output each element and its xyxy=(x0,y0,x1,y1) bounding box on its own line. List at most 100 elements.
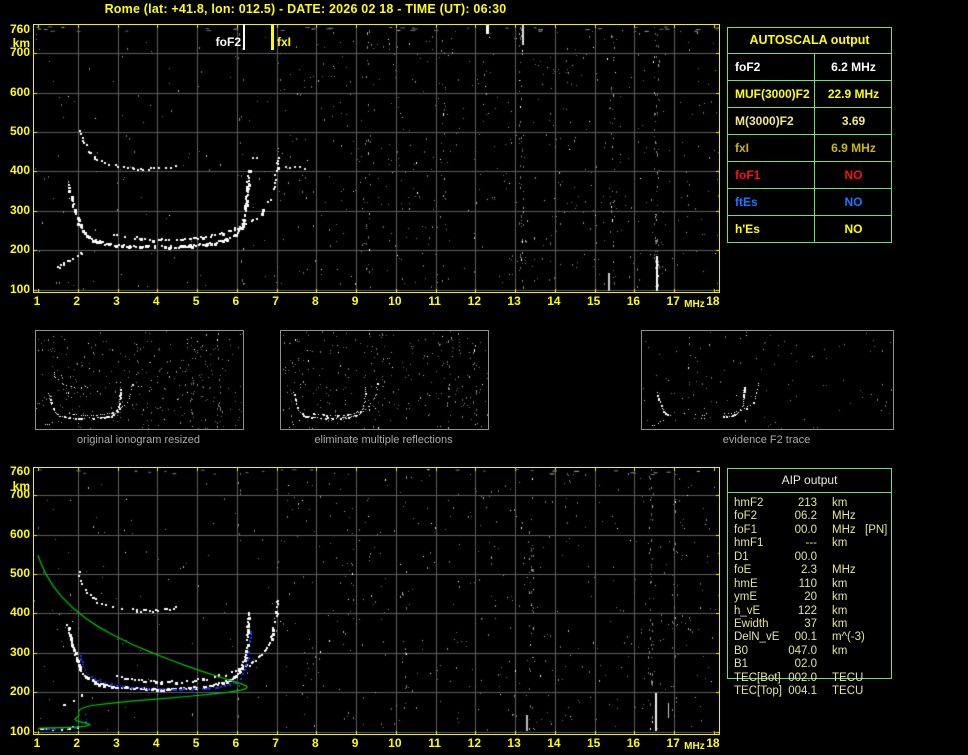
aip-row-unit: km xyxy=(832,577,848,590)
y-axis-tick-label: 700 xyxy=(9,45,30,60)
y-axis-tick-label: 300 xyxy=(9,644,30,659)
aip-row-value: 004.1 xyxy=(788,685,817,698)
aip-row-unit: MHz xyxy=(832,523,856,536)
thumbnail-evidence-f2 xyxy=(641,330,894,430)
aip-row-value: 2.3 xyxy=(801,564,817,577)
aip-table-row: DelN_vE 00.1 m^(-3) xyxy=(727,631,892,644)
autoscala-row-value: NO xyxy=(814,216,892,242)
x-axis-tick-label: 11 xyxy=(428,294,441,308)
aip-table-rows: hmF2 213 km foF2 06.2 MHz foF1 00.0 MHz [PN] hmF1 -… xyxy=(727,497,892,699)
x-axis-tick-label: 13 xyxy=(507,294,521,308)
aip-table-row: hmF2 213 km xyxy=(727,497,892,510)
autoscala-output-table: AUTOSCALA output foF2 6.2 MHz MUF(3000)F2 2… xyxy=(727,27,892,243)
x-axis-tick-label: 2 xyxy=(73,294,81,308)
aip-table-row: foF1 00.0 MHz [PN] xyxy=(727,524,892,537)
aip-table-row: B0 047.0 km xyxy=(727,645,892,658)
autoscala-row-label: h'Es xyxy=(735,222,760,236)
x-axis-tick-label: 9 xyxy=(351,736,359,750)
aip-row-extra: [PN] xyxy=(865,523,888,536)
y-axis-tick-label: 400 xyxy=(9,163,30,178)
y-axis-tick-label: 100 xyxy=(9,723,30,738)
x-axis-tick-label: 6 xyxy=(232,736,240,750)
aip-row-unit: km xyxy=(832,497,848,509)
x-axis-tick-label: 14 xyxy=(547,736,561,750)
y-axis-tick-label: 760 xyxy=(9,21,30,36)
autoscala-row-value: NO xyxy=(814,162,892,188)
autoscala-row-value: NO xyxy=(814,189,892,215)
x-axis-tick-label: 12 xyxy=(467,294,482,308)
aip-row-label: TEC[Top] xyxy=(734,685,782,698)
autoscala-row-value: 3.69 xyxy=(814,108,892,134)
x-axis-tick-label: 10 xyxy=(388,736,402,750)
y-axis-tick-label: 200 xyxy=(9,242,30,257)
x-axis-tick-label: 1 xyxy=(33,294,41,308)
y-axis-tick-label: 600 xyxy=(9,526,30,541)
x-axis-unit-label: MHz xyxy=(684,299,705,310)
aip-row-unit: MHz xyxy=(832,510,856,523)
aip-row-label: TEC[Bot] xyxy=(734,671,781,684)
x-axis-unit-label: MHz xyxy=(684,741,705,752)
x-axis-tick-label: 13 xyxy=(507,736,521,750)
x-axis-tick-label: 5 xyxy=(192,294,200,308)
y-axis-tick-label: 200 xyxy=(9,684,30,699)
fxi-marker-label: fxI xyxy=(277,35,292,49)
x-axis-tick-label: 14 xyxy=(547,294,561,308)
aip-row-value: --- xyxy=(805,537,818,550)
aip-row-value: 110 xyxy=(798,577,817,590)
aip-row-value: 37 xyxy=(804,617,817,630)
x-axis-tick-label: 3 xyxy=(113,294,120,308)
x-axis-tick-label: 12 xyxy=(467,736,482,750)
aip-row-label: h_vE xyxy=(734,604,761,617)
x-axis-tick-label: 8 xyxy=(311,294,319,308)
aip-row-value: 00.0 xyxy=(794,523,817,536)
autoscala-row-label: foF1 xyxy=(735,168,761,182)
x-axis-tick-label: 15 xyxy=(586,736,601,750)
autoscala-row-label: ftEs xyxy=(735,195,758,209)
aip-table-row: TEC[Bot] 002.0 TECU xyxy=(727,672,892,685)
autoscala-table-row: foF1 NO xyxy=(728,162,891,189)
aip-table-row: foE 2.3 MHz xyxy=(727,564,892,577)
y-axis-tick-label: 500 xyxy=(9,124,30,139)
y-axis-tick-label: 400 xyxy=(9,605,30,620)
y-axis-tick-label: 700 xyxy=(9,487,30,502)
y-axis-tick-label: 300 xyxy=(9,202,30,217)
aip-row-unit: km xyxy=(832,604,848,617)
aip-row-unit: m^(-3) xyxy=(832,631,865,644)
fof2-marker-line xyxy=(243,24,245,50)
aip-row-label: B0 xyxy=(734,644,749,657)
aip-row-label: ymE xyxy=(734,591,757,604)
aip-row-value: 06.2 xyxy=(794,510,817,523)
aip-table-row: hmE 110 km xyxy=(727,578,892,591)
aip-table-row: D1 00.0 xyxy=(727,551,892,564)
thumbnail-eliminate-reflections xyxy=(280,330,489,430)
aip-table-row: B1 02.0 xyxy=(727,658,892,671)
top-ionogram-plot xyxy=(33,24,720,293)
x-axis-tick-label: 7 xyxy=(272,736,279,750)
autoscala-table-title: AUTOSCALA output xyxy=(728,28,891,54)
aip-row-value: 00.0 xyxy=(794,550,817,563)
autoscala-table-row: MUF(3000)F2 22.9 MHz xyxy=(728,81,891,108)
aip-row-unit: TECU xyxy=(832,671,864,684)
autoscala-table-row: M(3000)F2 3.69 xyxy=(728,108,891,135)
y-axis-tick-label: 760 xyxy=(9,463,30,478)
fof2-marker-label: foF2 xyxy=(215,35,241,49)
y-axis-unit-label: km xyxy=(12,479,30,493)
aip-row-label: hmF2 xyxy=(734,497,764,509)
aip-row-value: 00.1 xyxy=(794,631,817,644)
aip-row-unit: TECU xyxy=(832,685,864,698)
aip-row-value: 213 xyxy=(797,497,817,509)
x-axis-tick-label: 16 xyxy=(626,294,641,308)
thumbnail-caption-eliminate: eliminate multiple reflections xyxy=(314,434,453,446)
x-axis-tick-label: 11 xyxy=(428,736,441,750)
autoscala-row-value: 6.2 MHz xyxy=(814,54,892,80)
autoscala-table-row: foF2 6.2 MHz xyxy=(728,54,891,81)
aip-table-title: AIP output xyxy=(727,468,892,493)
aip-row-value: 002.0 xyxy=(788,671,817,684)
aip-table-row: Ewidth 37 km xyxy=(727,618,892,631)
fxi-marker-line xyxy=(271,24,274,50)
aip-row-value: 20 xyxy=(804,591,817,604)
x-axis-tick-label: 7 xyxy=(272,294,279,308)
x-axis-tick-label: 2 xyxy=(73,736,81,750)
aip-row-label: hmE xyxy=(734,577,758,590)
